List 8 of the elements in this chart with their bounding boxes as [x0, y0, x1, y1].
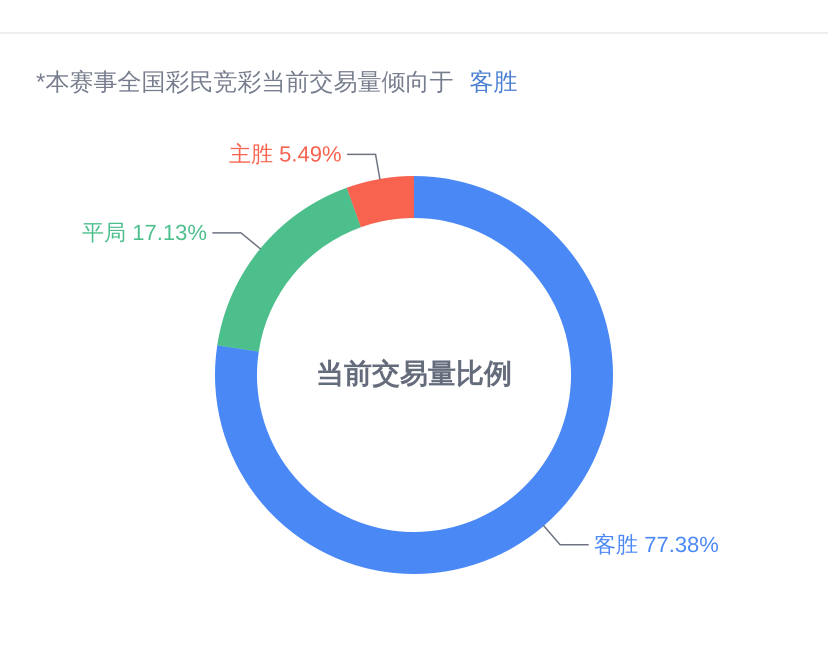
donut-slice — [346, 176, 414, 228]
slice-label: 客胜 — [469, 69, 518, 96]
category-label: 客胜 77.38% — [594, 532, 719, 557]
slice-label: 平局 17.13% — [82, 220, 207, 245]
donut-slice — [217, 188, 361, 352]
text: 当前交易量比例 — [316, 358, 512, 389]
chart-title: *本赛事全国彩民竞彩当前交易量倾向于 — [36, 69, 454, 96]
slice-label: 主胜 5.49% — [229, 141, 342, 166]
